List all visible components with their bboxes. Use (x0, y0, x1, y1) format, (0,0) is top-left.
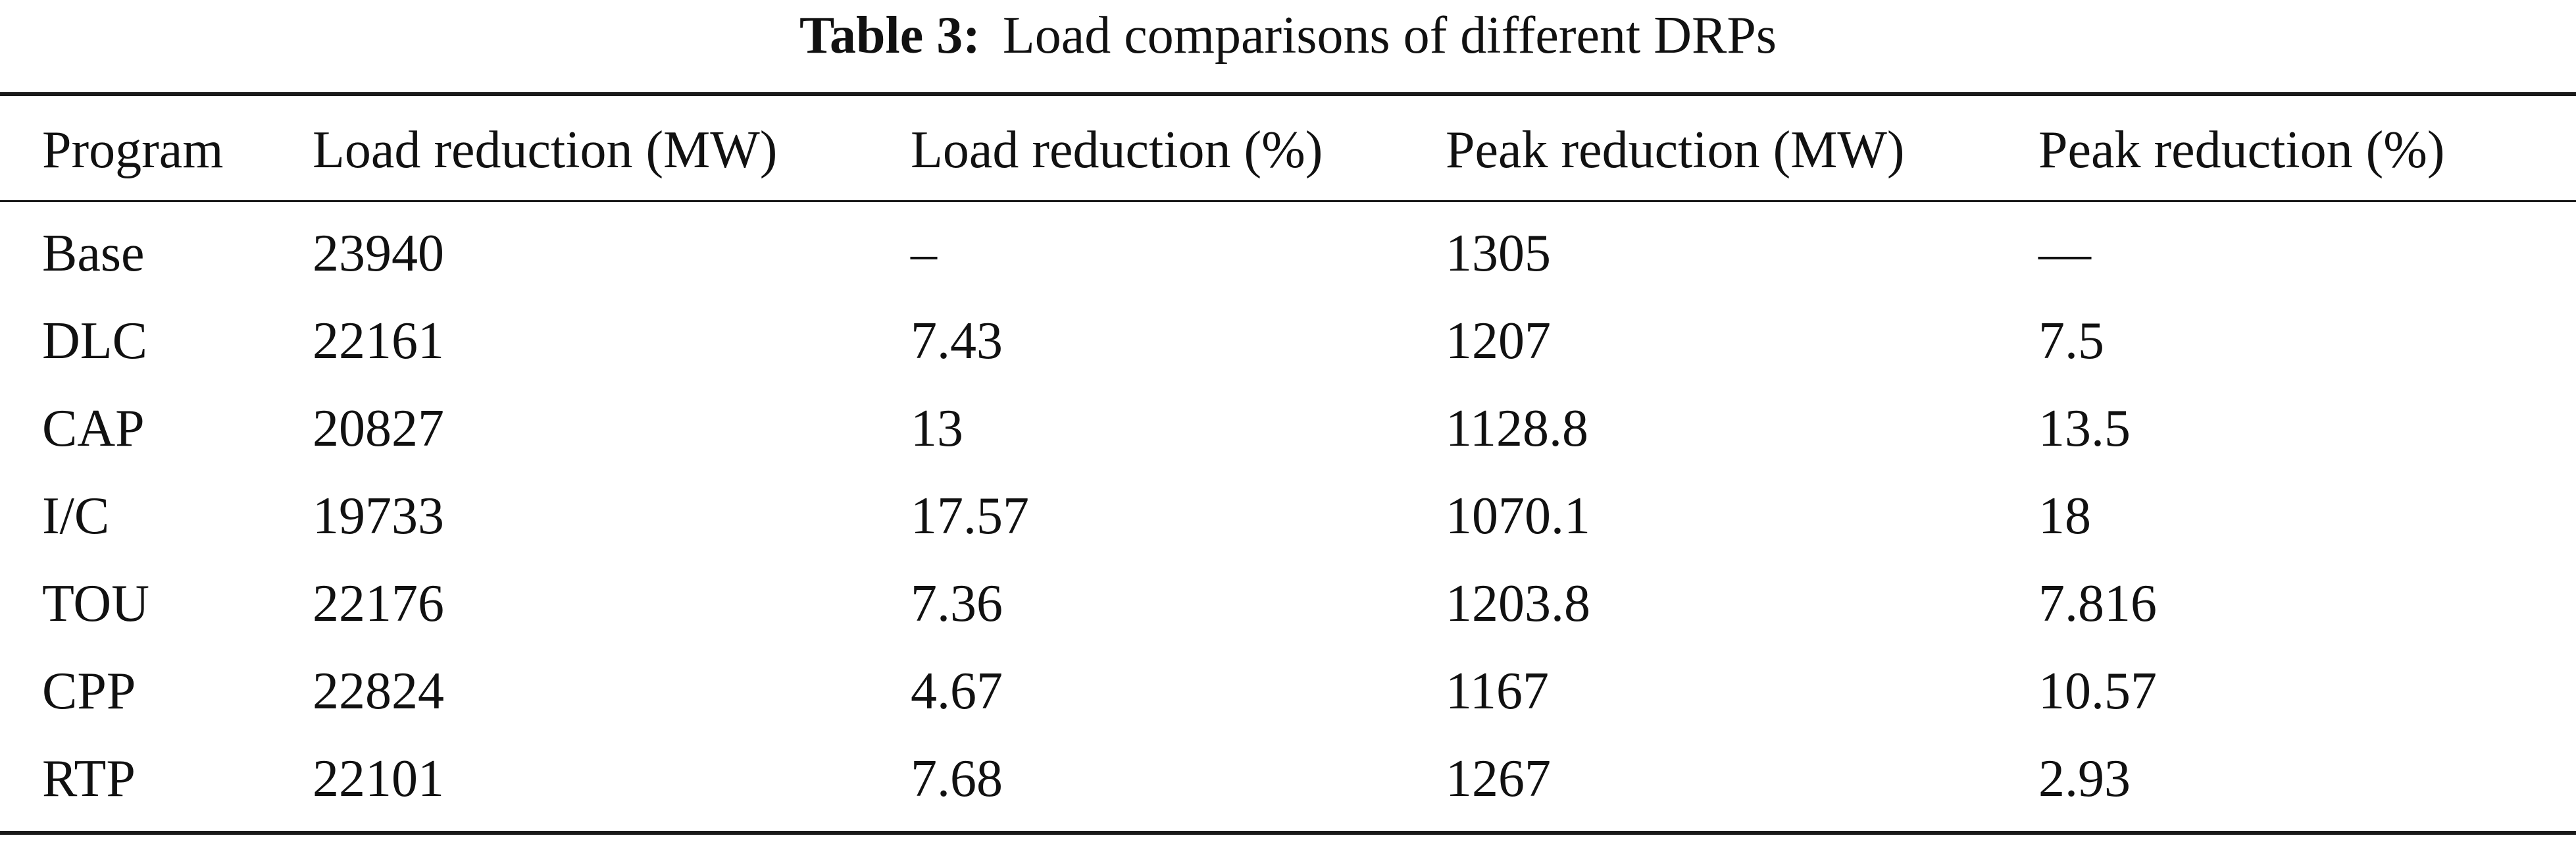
cell-load-reduction-mw: 22824 (313, 662, 444, 720)
cell-peak-reduction-mw: 1128.8 (1446, 400, 1589, 458)
cell-load-reduction-mw: 22176 (313, 575, 444, 633)
bottom-rule (0, 831, 2576, 835)
cell-peak-reduction-pct: 7.5 (2038, 312, 2104, 370)
cell-program: I/C (42, 487, 110, 545)
cell-peak-reduction-mw: 1070.1 (1446, 487, 1590, 545)
cell-load-reduction-pct: 13 (911, 400, 963, 458)
cell-peak-reduction-mw: 1305 (1446, 224, 1551, 282)
column-header-load-reduction-pct: Load reduction (%) (911, 121, 1323, 179)
cell-program: CPP (42, 662, 136, 720)
column-header-program: Program (42, 121, 224, 179)
cell-load-reduction-mw: 22161 (313, 312, 444, 370)
cell-program: TOU (42, 575, 149, 633)
column-header-peak-reduction-mw: Peak reduction (MW) (1446, 121, 1905, 179)
cell-load-reduction-pct: 7.68 (911, 750, 1003, 808)
cell-peak-reduction-mw: 1167 (1446, 662, 1550, 720)
cell-peak-reduction-pct: — (2038, 224, 2091, 282)
cell-load-reduction-mw: 19733 (313, 487, 444, 545)
cell-load-reduction-mw: 22101 (313, 750, 444, 808)
cell-peak-reduction-pct: 13.5 (2038, 400, 2131, 458)
cell-load-reduction-pct: 17.57 (911, 487, 1029, 545)
caption-text: Load comparisons of different DRPs (1002, 7, 1777, 65)
cell-load-reduction-mw: 23940 (313, 224, 444, 282)
column-header-load-reduction-mw: Load reduction (MW) (313, 121, 778, 179)
cell-load-reduction-pct: – (911, 224, 937, 282)
cell-peak-reduction-pct: 7.816 (2038, 575, 2157, 633)
caption-label: Table 3: (799, 7, 980, 65)
cell-load-reduction-pct: 7.43 (911, 312, 1003, 370)
cell-load-reduction-mw: 20827 (313, 400, 444, 458)
cell-program: Base (42, 224, 145, 282)
column-header-peak-reduction-pct: Peak reduction (%) (2038, 121, 2445, 179)
cell-load-reduction-pct: 4.67 (911, 662, 1003, 720)
cell-peak-reduction-mw: 1203.8 (1446, 575, 1590, 633)
cell-peak-reduction-pct: 10.57 (2038, 662, 2157, 720)
cell-program: CAP (42, 400, 145, 458)
header-rule (0, 200, 2576, 202)
table-caption: Table 3: Load comparisons of different DR… (0, 4, 2576, 67)
cell-peak-reduction-pct: 18 (2038, 487, 2091, 545)
cell-program: DLC (42, 312, 147, 370)
cell-program: RTP (42, 750, 136, 808)
cell-peak-reduction-mw: 1207 (1446, 312, 1551, 370)
cell-peak-reduction-pct: 2.93 (2038, 750, 2131, 808)
cell-load-reduction-pct: 7.36 (911, 575, 1003, 633)
top-rule (0, 92, 2576, 96)
cell-peak-reduction-mw: 1267 (1446, 750, 1551, 808)
